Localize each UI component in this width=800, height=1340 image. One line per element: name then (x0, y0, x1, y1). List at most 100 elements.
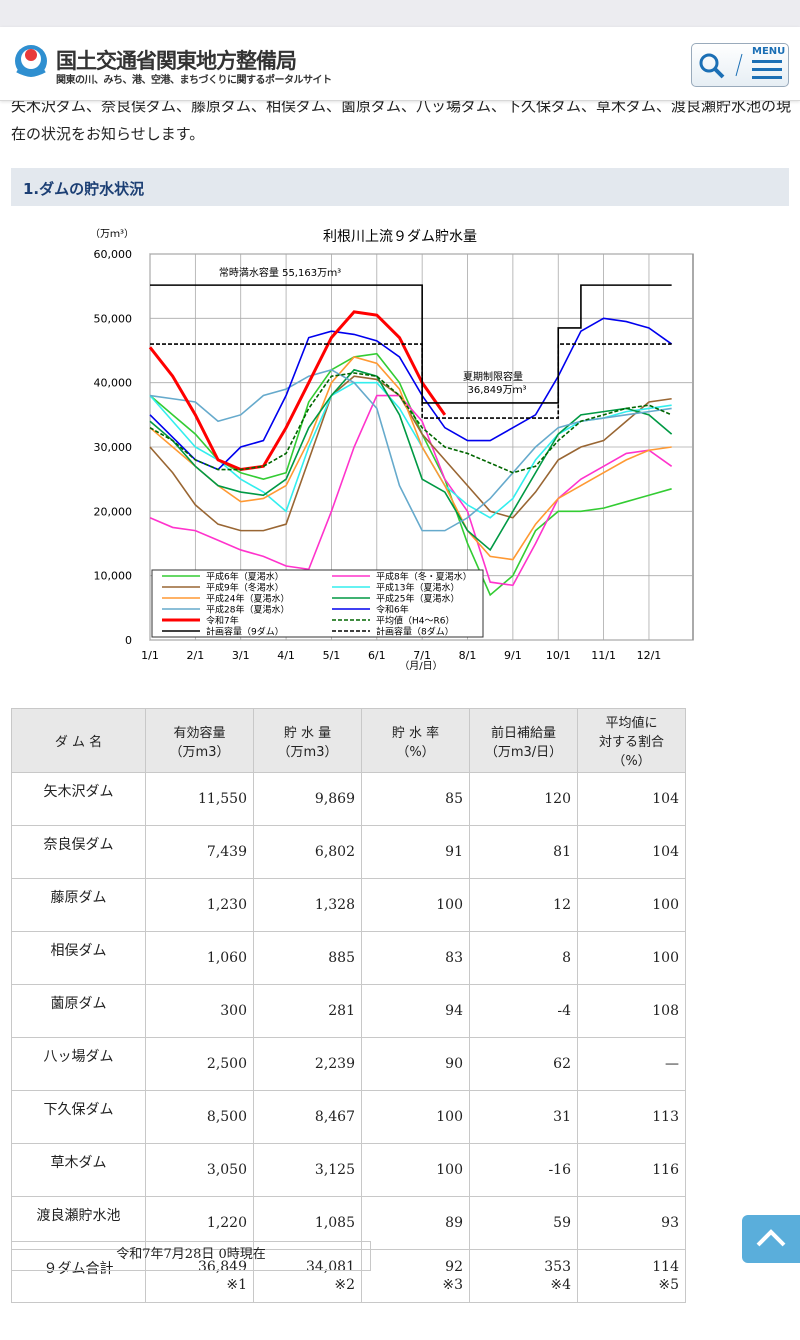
cell: 114 ※5 (577, 1249, 686, 1303)
menu-label[interactable]: MENU (752, 46, 786, 57)
cell: 12 (469, 878, 578, 932)
value: 114 (652, 1259, 679, 1275)
y-tick-label: 10,000 (94, 570, 133, 583)
cell: 91 (361, 825, 470, 879)
cell: 281 (253, 984, 362, 1038)
cell: 3,125 (253, 1143, 362, 1197)
cell: 34,081 ※2 (253, 1249, 362, 1303)
cell: 11,550 (145, 772, 254, 826)
legend-label: 令和6年 (376, 604, 409, 616)
cell: 81 (469, 825, 578, 879)
up-arrow[interactable] (742, 1215, 800, 1263)
cell: 100 (361, 878, 470, 932)
y-axis-label: （万ｍ³） (90, 228, 134, 240)
series-line (149, 356, 672, 561)
series-line (150, 343, 672, 419)
dam-name: 薗原ダム (11, 984, 146, 1038)
x-axis-label: （月/日） (399, 660, 442, 672)
cell: -16 (469, 1143, 578, 1197)
table-row: 相俣ダム 1,060 885 83 8 100 (11, 931, 686, 985)
logo[interactable] (13, 43, 49, 83)
y-tick-label: 60,000 (94, 248, 133, 261)
dam-name: 下久保ダム (11, 1090, 146, 1144)
cell: 353 ※4 (469, 1249, 578, 1303)
dam-name: 藤原ダム (11, 878, 146, 932)
header-text: （%） (396, 744, 435, 760)
series-line (149, 375, 672, 532)
note: ※2 (334, 1277, 355, 1293)
series-line (148, 310, 447, 472)
legend-label: 令和7年 (206, 615, 239, 627)
legend-label: 計画容量（9ダム） (206, 626, 284, 638)
legend-label: 平成8年（冬・夏渇水） (376, 571, 472, 583)
cell: 6,802 (253, 825, 362, 879)
note: ※1 (226, 1277, 247, 1293)
x-tick-label: 3/1 (232, 649, 250, 662)
cell: — (577, 1037, 686, 1091)
cell: 94 (361, 984, 470, 1038)
cell: 8,467 (253, 1090, 362, 1144)
header-cell: 貯 水 率 （%） (361, 708, 470, 773)
section-title: 1.ダムの貯水状況 (23, 180, 145, 198)
header-text: 対する割合 (598, 735, 664, 750)
x-tick-label: 10/1 (546, 649, 571, 662)
header-text: 前日補給量 (490, 725, 556, 741)
chart-title: 利根川上流９ダム貯水量 (323, 229, 477, 245)
cell: 9,869 (253, 772, 362, 826)
series-line (149, 394, 673, 587)
menu-icon[interactable] (752, 58, 784, 82)
legend-label: 平成6年（夏渇水） (206, 571, 284, 583)
x-tick-label: 6/1 (368, 649, 386, 662)
value: 34,081 (306, 1259, 355, 1275)
site-title[interactable]: 国土交通省関東地方整備局 (56, 49, 297, 73)
cell: 85 (361, 772, 470, 826)
search-menu-button[interactable]: MENU (691, 43, 789, 87)
x-tick-label: 4/1 (277, 649, 295, 662)
dam-table: ダ ム 名 有効容量 （万m3） 貯 水 量 （万m3） 貯 水 率 （%） 前日補給量 （万m… (11, 708, 686, 1303)
note: ※3 (442, 1277, 463, 1293)
header-text: （万m3） (169, 744, 230, 760)
divider (735, 53, 743, 77)
back-to-top[interactable] (742, 1215, 800, 1263)
cell: 100 (577, 931, 686, 985)
cell: 104 (577, 772, 686, 826)
header-text: 貯 水 量 (283, 725, 332, 741)
cell: 93 (577, 1196, 686, 1250)
cell: -4 (469, 984, 578, 1038)
x-tick-label: 12/1 (637, 649, 662, 662)
dam-name: 奈良俣ダム (11, 825, 146, 879)
x-tick-label: 5/1 (323, 649, 341, 662)
table-row: 下久保ダム 8,500 8,467 100 31 113 (11, 1090, 686, 1144)
series-line (149, 317, 673, 471)
total-row: ９ダム合計 36,849 ※1 34,081 ※2 92 ※3 353 ※4 114 ※5 (11, 1249, 686, 1303)
cell: 1,328 (253, 878, 362, 932)
x-tick-label: 7/1 (413, 649, 431, 662)
cell: 113 (577, 1090, 686, 1144)
header-cell: 有効容量 （万m3） (145, 708, 254, 773)
header-cell: ダ ム 名 (11, 708, 146, 773)
value: 36,849 (198, 1259, 247, 1275)
header-text: （万m3） (277, 744, 338, 760)
header-text: 平均値に (605, 716, 658, 731)
table-row: 矢木沢ダム 11,550 9,869 85 120 104 (11, 772, 686, 826)
header-text: 有効容量 (173, 725, 226, 741)
header-text: （万m3/日） (484, 744, 563, 760)
site-header: 国土交通省関東地方整備局 関東の川、みち、港、空港、まちづくりに関するポータルサ… (0, 27, 800, 101)
legend-label: 平成28年（夏渇水） (206, 604, 289, 616)
cell: 1,060 (145, 931, 254, 985)
search-icon[interactable] (696, 50, 736, 82)
intro-text: 矢木沢ダム、奈良俣ダム、藤原ダム、相俣ダム、薗原ダム、八ッ場ダム、下久保ダム、草… (11, 97, 792, 143)
y-tick-label: 30,000 (94, 441, 133, 454)
header-text: 貯 水 率 (391, 725, 440, 741)
table-row: 八ッ場ダム 2,500 2,239 90 62— (11, 1037, 686, 1091)
cell: 62 (469, 1037, 578, 1091)
legend-box (151, 569, 484, 638)
series-line (149, 368, 672, 532)
cell: 92 ※3 (361, 1249, 470, 1303)
dam-name: 八ッ場ダム (11, 1037, 146, 1091)
header-text: ダ ム 名 (54, 735, 103, 750)
table-row: 藤原ダム 1,230 1,328 100 12 100 (11, 878, 686, 932)
y-tick-label: 0 (125, 634, 132, 647)
cell: 2,239 (253, 1037, 362, 1091)
annotation: 夏期制限容量 (463, 370, 523, 383)
